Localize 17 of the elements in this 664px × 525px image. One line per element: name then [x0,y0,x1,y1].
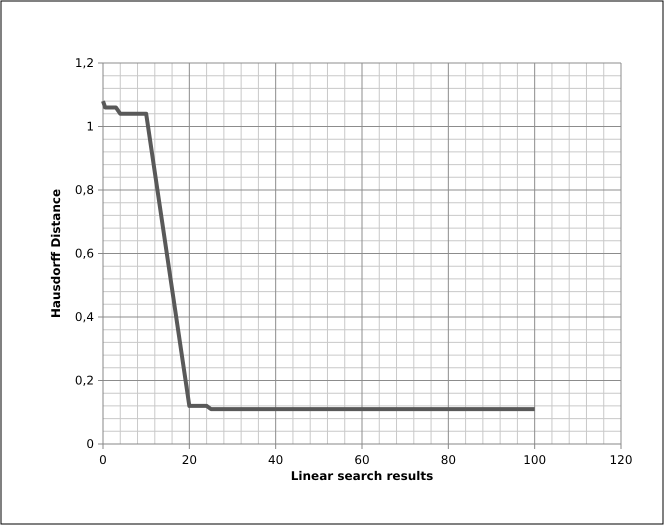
line-series [101,99,537,412]
x-axis-title: Linear search results [290,469,434,483]
y-tick-label: 0 [86,437,94,452]
y-tick-label: 1 [86,120,94,134]
y-tick-label: 0,8 [74,183,94,198]
x-tick-label: 120 [610,453,632,467]
y-tick-label: 0,6 [74,246,94,261]
y-axis-title: Hausdorff Distance [49,188,63,318]
x-tick-label: 60 [354,453,370,467]
x-tick-label: 80 [440,453,456,467]
y-tick-label: 1,2 [74,56,94,70]
x-tick-label: 0 [99,453,107,467]
y-tick-label: 0,4 [74,310,94,324]
x-tick-label: 40 [268,453,284,467]
x-tick-label: 20 [182,453,197,467]
x-tick-label: 100 [523,453,546,467]
y-tick-label: 0,2 [74,374,94,388]
